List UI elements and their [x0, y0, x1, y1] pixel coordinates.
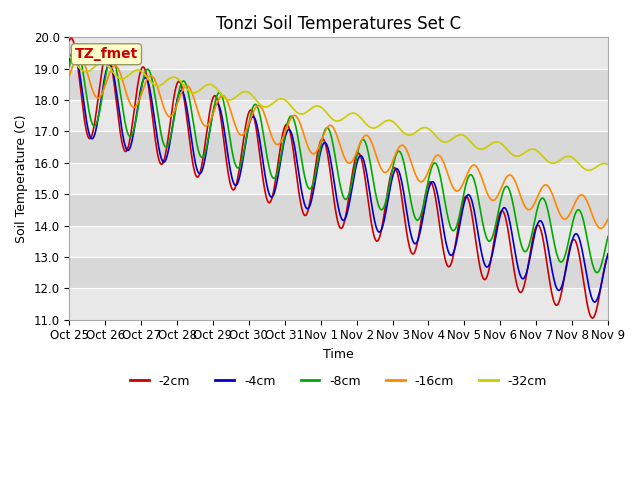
- Bar: [69, 37, 608, 69]
- Title: Tonzi Soil Temperatures Set C: Tonzi Soil Temperatures Set C: [216, 15, 461, 33]
- Bar: [69, 194, 608, 226]
- Bar: [69, 257, 608, 288]
- Bar: [69, 226, 608, 257]
- Text: TZ_fmet: TZ_fmet: [75, 47, 138, 61]
- Bar: [69, 132, 608, 163]
- Bar: [69, 288, 608, 320]
- X-axis label: Time: Time: [323, 348, 354, 361]
- Bar: [69, 100, 608, 132]
- Bar: [69, 163, 608, 194]
- Legend: -2cm, -4cm, -8cm, -16cm, -32cm: -2cm, -4cm, -8cm, -16cm, -32cm: [125, 370, 552, 393]
- Bar: [69, 69, 608, 100]
- Y-axis label: Soil Temperature (C): Soil Temperature (C): [15, 114, 28, 243]
